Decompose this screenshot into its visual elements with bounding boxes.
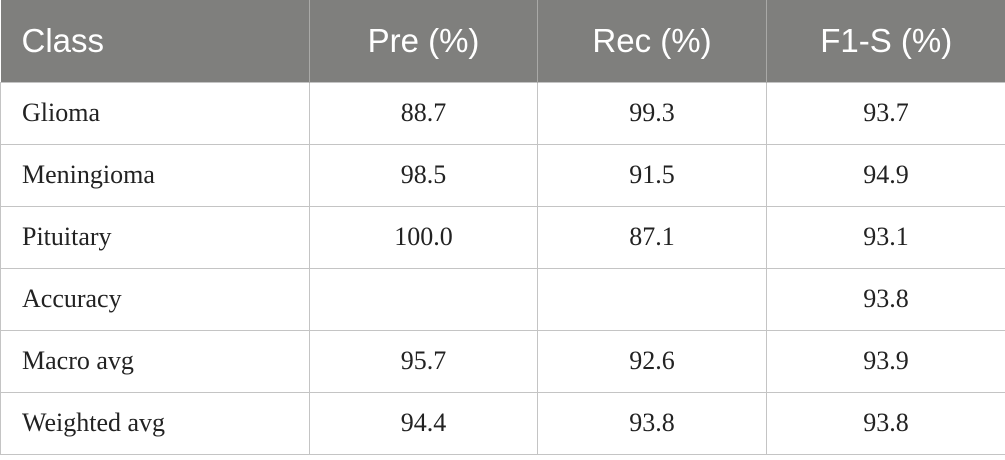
recall-cell: 92.6 [537,329,767,393]
f1-score-cell: 93.1 [766,205,1005,269]
f1-score-cell: 94.9 [766,143,1005,207]
header-row: Class Pre (%) Rec (%) F1-S (%) [0,0,1005,82]
header-f1-score: F1-S (%) [820,21,953,59]
row-label: Accuracy [0,267,310,331]
recall-cell: 87.1 [537,205,767,269]
table-row-pituitary: Pituitary 100.0 87.1 93.1 [0,205,1005,269]
precision-cell [309,267,538,331]
recall-cell: 99.3 [537,81,767,145]
table-row-meningioma: Meningioma 98.5 91.5 94.9 [0,143,1005,207]
header-class: Class [0,0,310,82]
precision-cell: 95.7 [309,329,538,393]
row-label: Macro avg [0,329,310,393]
table-row-macro-avg: Macro avg 95.7 92.6 93.9 [0,329,1005,393]
header-recall: Rec (%) [537,0,767,82]
precision-cell: 98.5 [309,143,538,207]
row-label: Meningioma [0,143,310,207]
f1-score-cell: 93.7 [766,81,1005,145]
recall-cell [537,267,767,331]
f1-score-cell: 93.8 [766,267,1005,331]
precision-cell: 88.7 [309,81,538,145]
f1-score-cell: 93.8 [766,391,1005,455]
row-label: Weighted avg [0,391,310,455]
table-row-glioma: Glioma 88.7 99.3 93.7 [0,81,1005,145]
table-row-accuracy: Accuracy 93.8 [0,267,1005,331]
f1-score-cell: 93.9 [766,329,1005,393]
table-row-weighted-avg: Weighted avg 94.4 93.8 93.8 [0,391,1005,455]
recall-cell: 91.5 [537,143,767,207]
precision-cell: 94.4 [309,391,538,455]
row-label: Glioma [0,81,310,145]
recall-cell: 93.8 [537,391,767,455]
header-precision: Pre (%) [309,0,538,82]
precision-cell: 100.0 [309,205,538,269]
row-label: Pituitary [0,205,310,269]
